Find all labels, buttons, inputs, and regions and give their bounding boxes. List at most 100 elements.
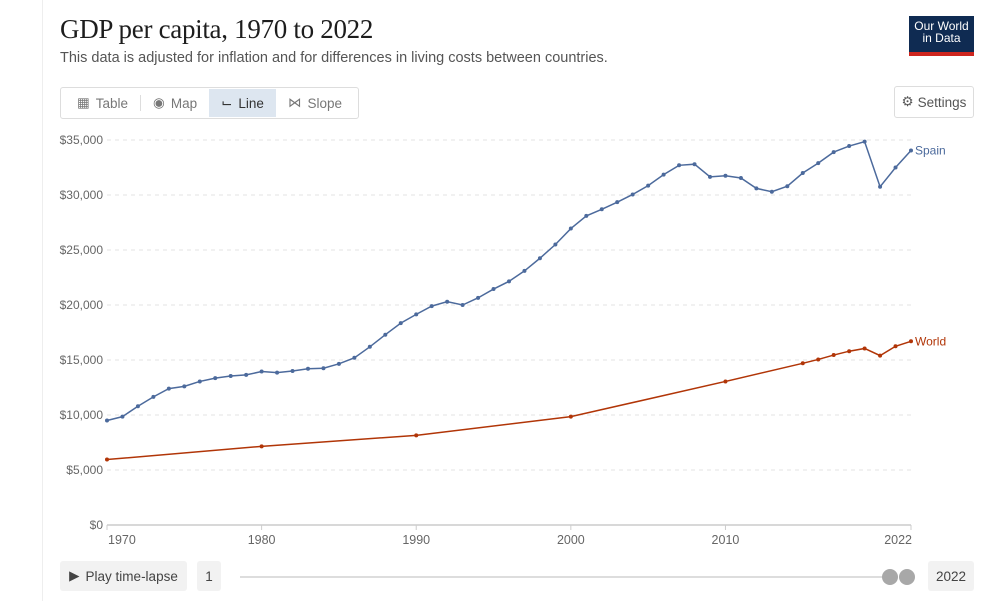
data-point-world (893, 344, 898, 349)
data-point-spain (398, 321, 403, 326)
y-tick-label: $15,000 (60, 353, 104, 367)
data-point-world (800, 361, 805, 366)
data-point-spain (228, 373, 233, 378)
owid-logo[interactable]: Our World in Data (909, 16, 974, 56)
data-point-spain (599, 207, 604, 212)
data-point-spain (182, 384, 187, 389)
data-point-spain (414, 312, 419, 317)
data-point-spain (800, 171, 805, 175)
timeline-track[interactable] (240, 576, 890, 578)
timeline-end-value[interactable]: 2022 (928, 561, 974, 591)
series-label-spain: Spain (915, 143, 946, 157)
data-point-spain (476, 295, 481, 300)
data-point-world (909, 339, 913, 344)
tab-label: Table (95, 95, 129, 111)
divider (140, 95, 142, 111)
data-point-spain (584, 213, 589, 218)
play-icon: ▶ (69, 568, 80, 583)
data-point-spain (692, 162, 697, 167)
data-point-spain (120, 414, 125, 419)
data-point-world (847, 349, 852, 354)
chart-frame (42, 0, 1000, 601)
data-point-spain (151, 394, 156, 399)
data-point-spain (723, 173, 728, 178)
play-label: Play time-lapse (85, 568, 178, 584)
data-point-spain (306, 366, 310, 371)
data-point-spain (352, 355, 357, 360)
data-point-spain (383, 332, 388, 337)
y-tick-label: $10,000 (60, 408, 104, 422)
data-point-world (862, 346, 867, 351)
gear-icon: ⚙ (901, 94, 914, 109)
data-point-spain (785, 184, 790, 189)
tab-label: Map (170, 95, 198, 111)
data-point-spain (135, 404, 140, 409)
y-tick-label: $25,000 (60, 243, 104, 257)
timeline-start-value[interactable]: 1 (197, 561, 221, 591)
data-point-world (816, 357, 821, 362)
data-point-spain (708, 174, 712, 179)
x-tick-label: 2000 (557, 533, 585, 547)
data-point-spain (522, 268, 527, 273)
data-point-spain (429, 304, 434, 309)
data-point-spain (507, 279, 511, 284)
timeline-start-handle[interactable] (882, 569, 898, 585)
data-point-spain (878, 184, 883, 189)
data-point-spain (769, 189, 774, 194)
tab-label: Line (238, 95, 264, 111)
data-point-spain (460, 303, 465, 307)
data-point-world (105, 457, 109, 462)
tab-map[interactable]: ◉ Map (141, 89, 209, 117)
data-point-spain (336, 361, 341, 366)
data-point-world (414, 433, 419, 438)
data-point-spain (893, 165, 898, 170)
slope-icon: ⋈ (287, 95, 302, 110)
tab-slope[interactable]: ⋈ Slope (276, 89, 354, 117)
data-point-spain (275, 370, 280, 375)
x-tick-label: 1970 (108, 533, 136, 547)
data-point-spain (909, 148, 913, 153)
subtitle: This data is adjusted for inflation and … (60, 50, 608, 66)
y-tick-label: $20,000 (60, 298, 104, 312)
line-chart: $0 $5,000 $10,000 $15,000 $20,000 $25,000 $30,… (60, 133, 947, 547)
data-point-spain (491, 287, 496, 292)
logo-line: Our World (914, 19, 969, 33)
settings-button[interactable]: ⚙ Settings (894, 86, 974, 118)
timeline-end-handle[interactable] (899, 569, 915, 585)
data-point-spain (738, 175, 743, 180)
data-point-world (723, 379, 728, 384)
data-point-spain (259, 369, 264, 374)
data-point-spain (197, 379, 202, 384)
x-tick-label: 2022 (884, 533, 912, 547)
play-timelapse-button[interactable]: ▶ Play time-lapse (60, 561, 187, 591)
table-icon: ▦ (77, 95, 90, 110)
series-label-world: World (915, 334, 946, 348)
data-point-spain (847, 144, 852, 149)
data-point-world (568, 414, 573, 419)
x-tick-label: 1990 (402, 533, 430, 547)
data-point-spain (615, 200, 620, 205)
data-point-spain (244, 372, 249, 377)
tab-table[interactable]: ▦ Table (65, 89, 140, 117)
data-point-spain (166, 386, 171, 391)
globe-icon: ◉ (153, 95, 165, 110)
series-line-world (106, 340, 912, 461)
data-point-spain (677, 163, 682, 168)
data-point-spain (630, 192, 635, 197)
data-point-spain (213, 376, 218, 381)
y-tick-label: $5,000 (66, 463, 103, 477)
data-point-spain (568, 226, 573, 231)
data-point-spain (290, 369, 295, 373)
logo-line: in Data (922, 31, 961, 45)
data-point-spain (661, 172, 666, 177)
data-point-spain (367, 344, 372, 349)
data-point-spain (537, 256, 542, 261)
data-point-spain (831, 150, 836, 155)
data-point-spain (646, 183, 651, 188)
tab-line[interactable]: ⌙ Line (209, 89, 276, 117)
view-tabs: ▦ Table ◉ Map ⌙ Line ⋈ Slope (60, 87, 359, 119)
line-chart-icon: ⌙ (221, 95, 233, 110)
settings-label: Settings (917, 94, 967, 110)
data-point-spain (445, 299, 450, 304)
data-point-world (878, 353, 883, 358)
